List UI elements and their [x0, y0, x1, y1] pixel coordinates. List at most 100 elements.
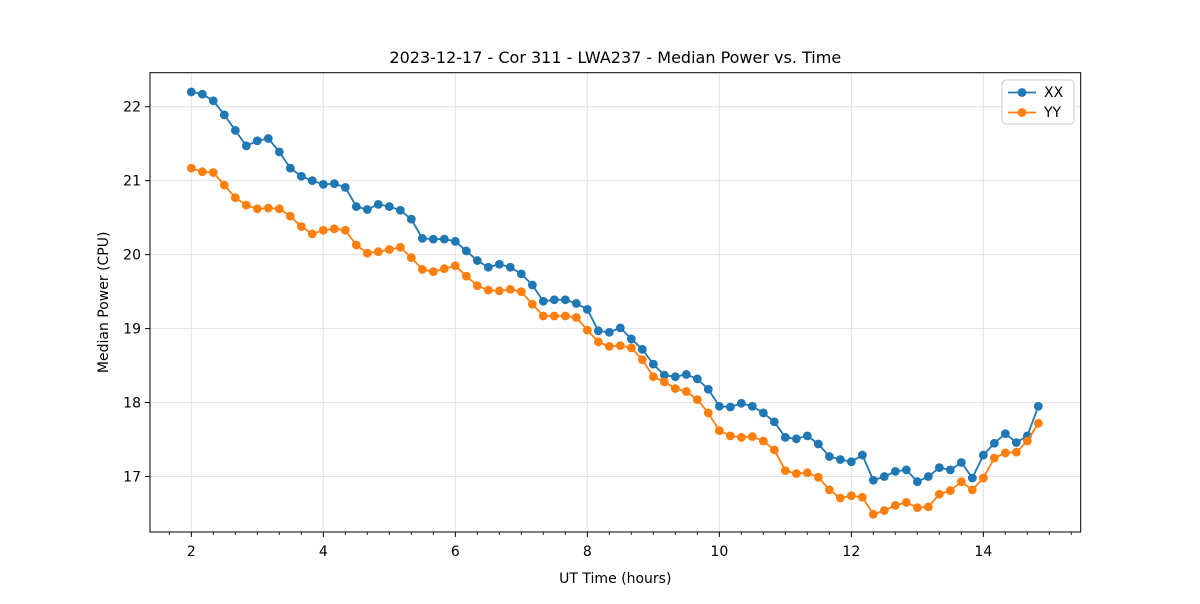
data-point-yy	[219, 180, 229, 190]
legend-sample-marker-xx	[1017, 88, 1027, 97]
data-point-yy	[483, 285, 493, 295]
data-point-xx	[758, 408, 768, 418]
data-point-yy	[747, 432, 757, 441]
data-point-xx	[263, 134, 273, 143]
data-point-xx	[604, 327, 614, 337]
data-point-xx	[296, 171, 306, 181]
y-tick-label: 18	[123, 396, 141, 412]
data-point-xx	[648, 359, 658, 369]
data-point-xx	[472, 256, 482, 265]
grid-lines	[150, 72, 1081, 532]
data-point-xx	[417, 233, 427, 243]
data-point-yy	[637, 355, 647, 365]
x-tick-label: 10	[710, 544, 728, 560]
data-point-yy	[802, 468, 812, 478]
data-point-yy	[890, 500, 900, 510]
legend-label-yy: YY	[1043, 105, 1062, 121]
data-point-yy	[505, 285, 515, 294]
data-point-xx	[318, 179, 328, 189]
data-point-xx	[835, 455, 845, 464]
data-point-yy	[835, 493, 845, 503]
data-point-xx	[329, 179, 339, 189]
data-point-xx	[307, 176, 317, 186]
data-point-yy	[208, 168, 218, 177]
data-point-xx	[439, 234, 449, 244]
data-point-yy	[472, 281, 482, 291]
data-point-yy	[296, 222, 306, 231]
data-point-xx	[681, 370, 691, 379]
data-point-xx	[527, 280, 537, 290]
data-point-xx	[538, 296, 548, 306]
data-point-xx	[593, 326, 603, 336]
data-point-xx	[505, 262, 515, 272]
data-point-xx	[186, 87, 196, 97]
data-point-yy	[307, 229, 317, 239]
data-point-yy	[813, 472, 823, 482]
data-point-xx	[890, 466, 900, 476]
data-point-yy	[714, 426, 724, 436]
data-point-yy	[395, 242, 405, 252]
data-point-yy	[582, 325, 592, 335]
y-tick-label: 22	[123, 100, 141, 116]
data-point-yy	[758, 436, 768, 446]
data-point-xx	[659, 370, 669, 380]
data-point-xx	[615, 323, 625, 333]
y-tick-label: 20	[123, 248, 141, 264]
data-point-yy	[956, 477, 966, 487]
data-point-yy	[384, 245, 394, 254]
data-point-xx	[802, 431, 812, 441]
x-tick-label: 14	[974, 544, 992, 560]
data-point-yy	[901, 498, 911, 507]
x-tick-label: 6	[451, 544, 460, 560]
data-point-yy	[241, 200, 251, 210]
data-point-xx	[945, 465, 955, 475]
data-point-yy	[846, 491, 856, 501]
data-point-yy	[978, 473, 988, 483]
data-point-yy	[461, 271, 471, 281]
data-point-xx	[868, 475, 878, 485]
data-point-xx	[461, 246, 471, 256]
data-point-xx	[582, 304, 592, 314]
data-point-xx	[670, 372, 680, 382]
data-point-yy	[439, 264, 449, 274]
data-point-xx	[813, 439, 823, 449]
data-point-yy	[417, 265, 427, 274]
data-point-xx	[450, 236, 460, 246]
data-point-xx	[846, 457, 856, 467]
y-tick-label: 21	[123, 174, 141, 190]
data-point-yy	[186, 163, 196, 173]
axis-tick-labels: 2 4 6 8 10 12 14 17 18 19 20 21 22	[123, 100, 992, 560]
data-point-yy	[791, 469, 801, 478]
data-point-yy	[681, 387, 691, 396]
data-point-yy	[604, 341, 614, 351]
x-tick-label: 4	[319, 544, 328, 560]
data-point-yy	[197, 167, 207, 177]
data-point-xx	[285, 163, 295, 173]
data-point-yy	[989, 453, 999, 463]
data-point-yy	[967, 485, 977, 495]
data-point-xx	[879, 472, 889, 481]
x-tick-label: 8	[583, 544, 592, 560]
data-point-yy	[340, 225, 350, 235]
data-point-xx	[714, 401, 724, 411]
data-point-xx	[956, 458, 966, 467]
data-point-yy	[406, 253, 416, 262]
data-point-yy	[252, 204, 262, 214]
data-point-yy	[626, 343, 636, 353]
data-point-xx	[934, 463, 944, 473]
data-point-yy	[769, 445, 779, 455]
data-point-yy	[373, 247, 383, 257]
data-point-xx	[769, 417, 779, 427]
data-point-xx	[549, 295, 559, 305]
data-point-xx	[791, 434, 801, 444]
data-point-yy	[615, 341, 625, 351]
data-point-yy	[692, 395, 702, 405]
data-point-xx	[274, 147, 284, 157]
data-point-xx	[373, 199, 383, 209]
data-point-yy	[571, 313, 581, 322]
data-point-xx	[1000, 429, 1010, 439]
data-point-yy	[703, 408, 713, 418]
data-point-xx	[736, 398, 746, 408]
data-point-xx	[967, 473, 977, 483]
